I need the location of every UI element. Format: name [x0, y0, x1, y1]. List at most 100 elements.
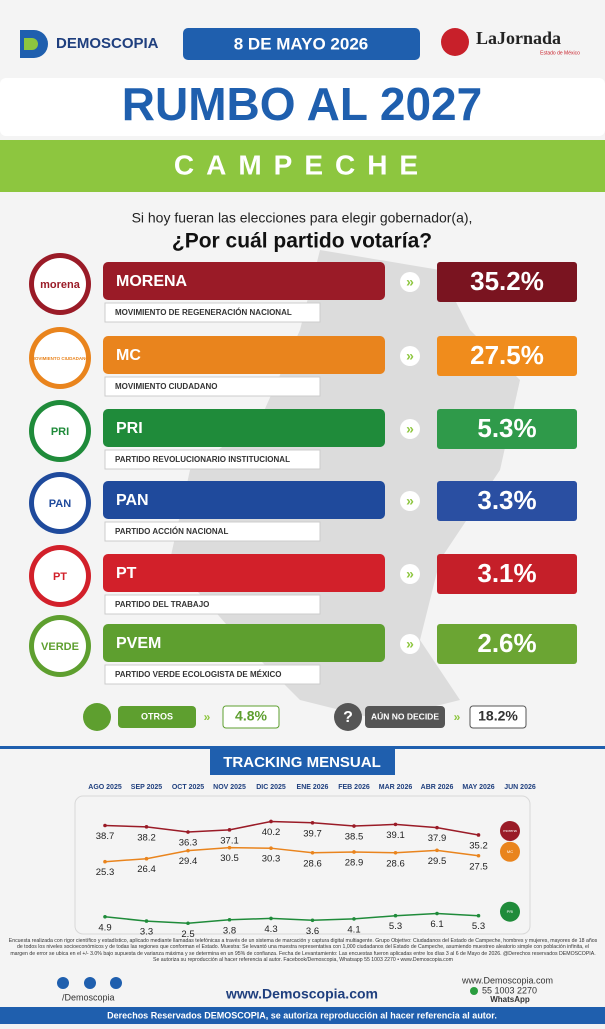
party-name: PVEM — [116, 635, 161, 652]
party-value: 3.1% — [477, 558, 536, 588]
party-sub-bar — [104, 664, 321, 685]
party-value: 27.5% — [470, 340, 544, 370]
month-label: OCT 2025 — [172, 784, 204, 791]
trend-value: 28.9 — [345, 857, 364, 868]
tracking-title: TRACKING MENSUAL — [223, 754, 381, 771]
trend-value: 25.3 — [96, 867, 115, 878]
brand: DEMOSCOPIA — [56, 35, 159, 52]
trend-value: 6.1 — [430, 919, 443, 930]
trend-point — [393, 913, 398, 918]
party-full-name: PARTIDO REVOLUCIONARIO INSTITUCIONAL — [115, 455, 290, 464]
party-full-name: PARTIDO DEL TRABAJO — [115, 600, 209, 609]
arrow: » — [406, 348, 414, 364]
trend-line — [104, 820, 479, 836]
value-box — [437, 409, 577, 449]
question-line1: Si hoy fueran las elecciones para elegir… — [132, 210, 473, 226]
trend-value: 37.1 — [220, 835, 239, 846]
value-box — [437, 481, 577, 521]
instagram-icon — [84, 977, 96, 989]
trend-value: 4.1 — [347, 924, 360, 935]
trend-point — [227, 828, 232, 832]
trend-value: 38.7 — [96, 831, 115, 842]
party-sub-bar — [104, 521, 321, 542]
site: www.Demoscopia.com — [225, 986, 378, 1002]
arrow: » — [406, 566, 414, 582]
trend-value: 38.5 — [345, 832, 364, 843]
trend-value: 39.1 — [386, 830, 405, 841]
trend-value: 28.6 — [303, 858, 322, 869]
trend-point — [476, 833, 481, 837]
twitter-icon — [110, 977, 122, 989]
series-logo — [500, 841, 520, 862]
whatsapp-icon — [470, 987, 478, 995]
party-bar — [103, 336, 385, 374]
whatsapp: WhatsApp — [490, 995, 530, 1004]
brand-logo — [20, 30, 48, 58]
month-label: ABR 2026 — [421, 784, 454, 791]
bottom-bar — [0, 1007, 605, 1024]
logo-shape — [24, 38, 38, 50]
party-sub-bar — [104, 302, 321, 323]
trend-point — [352, 917, 356, 921]
tracking-rule — [0, 746, 605, 749]
party-logo-text: PRI — [51, 426, 69, 438]
party-bar — [103, 262, 385, 300]
party-sub-bar — [104, 449, 321, 470]
trend-point — [310, 918, 315, 923]
party-value: 2.6% — [477, 628, 536, 658]
icon-glyph: ? — [343, 709, 353, 726]
trend-value: 29.4 — [179, 856, 198, 867]
trend-value: 3.6 — [306, 926, 319, 937]
arrow: » — [454, 710, 461, 724]
party-name: PRI — [116, 420, 143, 437]
trend-value: 26.4 — [137, 864, 156, 875]
trend-point — [393, 850, 398, 855]
trend-point — [269, 846, 273, 850]
arrow: » — [406, 421, 414, 437]
party-name: PT — [116, 565, 137, 582]
trend-point — [186, 921, 190, 926]
trend-value: 2.5 — [181, 929, 194, 940]
month-label: MAY 2026 — [462, 784, 494, 791]
value-box — [437, 624, 577, 664]
party-value: 5.3% — [477, 413, 536, 443]
undecided-icon — [334, 703, 362, 731]
title-box — [0, 78, 605, 136]
arrow-circle — [400, 419, 420, 439]
month-label: SEP 2025 — [131, 784, 163, 791]
trend-point — [227, 917, 232, 922]
party-logo-text: PAN — [49, 498, 71, 510]
trend-value: 5.3 — [472, 921, 485, 932]
month-label: NOV 2025 — [213, 784, 246, 791]
trend-point — [144, 825, 149, 829]
party-full-name: PARTIDO ACCIÓN NACIONAL — [115, 527, 228, 536]
party-bar — [103, 554, 385, 592]
party-logo-text: MOVIMIENTO CIUDADANO — [31, 356, 89, 361]
value-box — [437, 336, 577, 376]
party-logo — [34, 477, 86, 529]
trend-point — [227, 845, 232, 850]
arrow-circle — [400, 346, 420, 366]
trend-point — [269, 819, 273, 824]
trend-point — [186, 848, 190, 853]
arrow-circle — [400, 272, 420, 292]
party-value: 3.3% — [477, 485, 536, 515]
series-logo-text: MC — [507, 849, 513, 854]
undecided-label: AÚN NO DECIDE — [371, 710, 439, 721]
party-bar — [103, 409, 385, 447]
trend-point — [476, 853, 481, 858]
month-label: AGO 2025 — [88, 784, 122, 791]
trend-value: 28.6 — [386, 858, 405, 869]
arrow-circle — [400, 491, 420, 511]
trend-value: 30.3 — [262, 854, 281, 865]
party-name: PAN — [116, 492, 149, 509]
trend-point — [144, 856, 149, 861]
undecided-pill — [365, 706, 445, 728]
party-logo-text: VERDE — [41, 641, 79, 653]
value-box — [437, 262, 577, 302]
rights: Derechos Reservados DEMOSCOPIA, se autor… — [107, 1010, 497, 1020]
arrow-circle — [400, 634, 420, 654]
trend-point — [186, 830, 190, 834]
party-sub-bar — [104, 594, 321, 615]
